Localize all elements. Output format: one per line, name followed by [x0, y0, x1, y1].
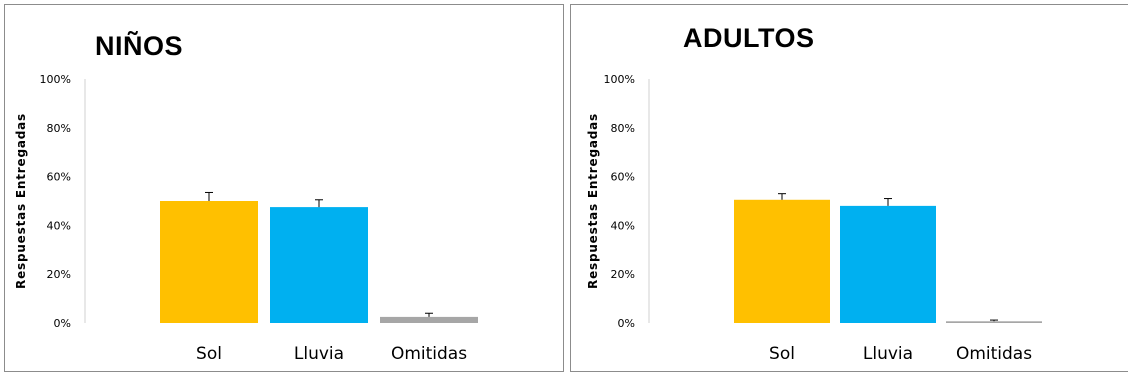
x-category-label: Lluvia	[863, 344, 913, 364]
chart-panel-adultos: ADULTOS 0% 20% 40% 60% 80% 100% Respuestas Ent…	[570, 4, 1128, 372]
y-tick-label: 100%	[604, 73, 635, 86]
chart-title: ADULTOS	[683, 23, 815, 53]
x-category-label: Omitidas	[956, 344, 1032, 364]
y-tick-label: 60%	[47, 171, 71, 184]
y-tick-label: 20%	[47, 268, 71, 281]
bar	[270, 207, 368, 323]
bar	[946, 321, 1042, 323]
bar	[380, 316, 478, 323]
y-tick-label: 40%	[47, 219, 71, 232]
y-tick-label: 20%	[611, 268, 635, 281]
chart-svg: 0% 20% 40% 60% 80% 100% Respuestas Entregadas S…	[586, 73, 1042, 364]
y-tick-label: 0%	[618, 317, 635, 330]
chart-title: NIÑOS	[95, 31, 184, 61]
y-tick-label: 80%	[47, 122, 71, 135]
y-tick-label: 40%	[611, 219, 635, 232]
bar	[840, 205, 936, 323]
x-category-label: Lluvia	[294, 344, 344, 364]
x-category-label: Omitidas	[391, 344, 467, 364]
bar	[160, 201, 258, 323]
y-tick-label: 80%	[611, 122, 635, 135]
bar	[734, 199, 830, 323]
x-category-label: Sol	[196, 344, 222, 364]
chart-svg: 0% 20% 40% 60% 80% 100% Respuestas Entregadas S…	[14, 73, 478, 364]
y-tick-label: 60%	[611, 171, 635, 184]
x-category-label: Sol	[769, 344, 795, 364]
y-tick-label: 100%	[40, 73, 71, 86]
y-tick-label: 0%	[54, 317, 71, 330]
y-axis-label: Respuestas Entregadas	[586, 113, 600, 289]
y-axis-label: Respuestas Entregadas	[14, 113, 28, 289]
chart-panel-ninos: NIÑOS 0% 20% 40% 60% 80% 100% Respuestas Entre…	[4, 4, 564, 372]
